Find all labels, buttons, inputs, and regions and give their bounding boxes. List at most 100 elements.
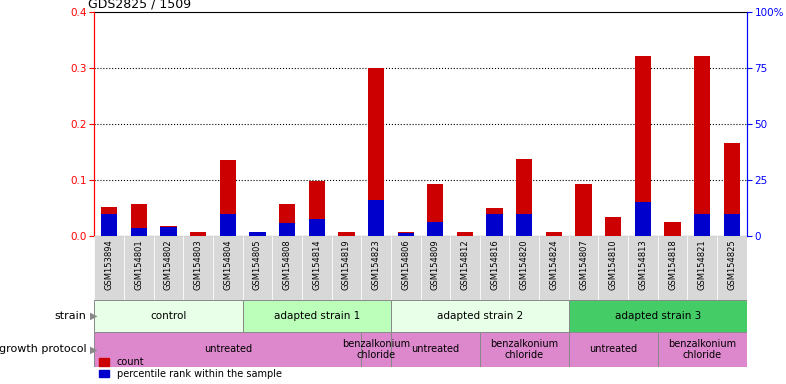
Text: untreated: untreated <box>590 344 637 354</box>
Text: benzalkonium
chloride: benzalkonium chloride <box>490 339 558 360</box>
Text: GSM154816: GSM154816 <box>490 239 499 290</box>
Bar <box>569 300 747 332</box>
Text: GSM154820: GSM154820 <box>520 239 529 290</box>
Bar <box>569 332 658 367</box>
Bar <box>694 56 711 236</box>
Bar <box>516 159 532 236</box>
Bar <box>457 232 473 236</box>
Bar <box>130 228 147 236</box>
Bar <box>628 236 658 300</box>
Bar <box>153 236 183 300</box>
Bar <box>635 202 651 236</box>
Text: growth protocol: growth protocol <box>0 344 86 354</box>
Bar <box>487 208 503 236</box>
Text: GSM154810: GSM154810 <box>609 239 618 290</box>
Bar <box>130 204 147 236</box>
Bar <box>302 236 332 300</box>
Bar <box>479 332 569 367</box>
Text: GSM154813: GSM154813 <box>638 239 648 290</box>
Bar <box>249 232 266 236</box>
Text: GSM154804: GSM154804 <box>223 239 232 290</box>
Bar <box>598 236 628 300</box>
Text: control: control <box>150 311 186 321</box>
Bar <box>724 144 740 236</box>
Bar <box>635 56 651 236</box>
Text: GSM154819: GSM154819 <box>342 239 351 290</box>
Text: GSM154807: GSM154807 <box>579 239 588 290</box>
Text: GSM154812: GSM154812 <box>461 239 469 290</box>
Bar <box>658 332 747 367</box>
Bar <box>101 214 117 236</box>
Bar <box>124 236 153 300</box>
Bar <box>279 223 296 236</box>
Bar <box>213 236 243 300</box>
Bar <box>279 204 296 236</box>
Text: GSM154806: GSM154806 <box>401 239 410 290</box>
Bar <box>391 236 421 300</box>
Bar <box>94 300 243 332</box>
Text: GSM153894: GSM153894 <box>105 239 114 290</box>
Bar <box>368 68 384 236</box>
Bar <box>219 161 236 236</box>
Bar <box>421 236 450 300</box>
Text: GSM154808: GSM154808 <box>283 239 292 290</box>
Text: strain: strain <box>54 311 86 321</box>
Legend: count, percentile rank within the sample: count, percentile rank within the sample <box>99 357 281 379</box>
Bar <box>427 184 443 236</box>
Bar <box>717 236 747 300</box>
Bar <box>190 232 206 236</box>
Bar <box>450 236 479 300</box>
Text: ▶: ▶ <box>90 344 98 354</box>
Bar <box>664 222 681 236</box>
Text: GSM154805: GSM154805 <box>253 239 262 290</box>
Text: untreated: untreated <box>204 344 252 354</box>
Bar <box>427 222 443 236</box>
Bar <box>362 236 391 300</box>
Bar <box>160 226 177 236</box>
Text: GSM154801: GSM154801 <box>134 239 143 290</box>
Bar <box>219 214 236 236</box>
Bar <box>94 332 362 367</box>
Text: GSM154814: GSM154814 <box>312 239 321 290</box>
Bar <box>309 181 325 236</box>
Bar <box>479 236 509 300</box>
Bar <box>362 332 391 367</box>
Text: ▶: ▶ <box>90 311 98 321</box>
Bar <box>398 233 414 236</box>
Text: GSM154802: GSM154802 <box>164 239 173 290</box>
Bar <box>101 207 117 236</box>
Bar <box>391 332 479 367</box>
Text: untreated: untreated <box>411 344 459 354</box>
Text: GSM154823: GSM154823 <box>372 239 380 290</box>
Bar <box>575 184 592 236</box>
Bar <box>272 236 302 300</box>
Text: benzalkonium
chloride: benzalkonium chloride <box>668 339 736 360</box>
Bar <box>658 236 688 300</box>
Text: GSM154821: GSM154821 <box>698 239 707 290</box>
Bar <box>569 236 598 300</box>
Bar <box>160 227 177 236</box>
Bar <box>509 236 539 300</box>
Bar <box>309 219 325 236</box>
Text: benzalkonium
chloride: benzalkonium chloride <box>342 339 410 360</box>
Bar <box>694 214 711 236</box>
Bar <box>724 214 740 236</box>
Bar <box>183 236 213 300</box>
Bar <box>487 214 503 236</box>
Text: adapted strain 2: adapted strain 2 <box>437 311 523 321</box>
Bar <box>332 236 362 300</box>
Bar <box>243 236 272 300</box>
Bar <box>545 232 562 236</box>
Bar <box>368 200 384 236</box>
Text: GSM154818: GSM154818 <box>668 239 677 290</box>
Bar <box>94 236 124 300</box>
Text: GDS2825 / 1509: GDS2825 / 1509 <box>88 0 191 10</box>
Text: adapted strain 1: adapted strain 1 <box>274 311 360 321</box>
Text: adapted strain 3: adapted strain 3 <box>615 311 701 321</box>
Bar <box>391 300 569 332</box>
Text: GSM154825: GSM154825 <box>727 239 736 290</box>
Text: GSM154803: GSM154803 <box>193 239 203 290</box>
Bar <box>338 232 354 236</box>
Bar <box>243 300 391 332</box>
Bar <box>688 236 717 300</box>
